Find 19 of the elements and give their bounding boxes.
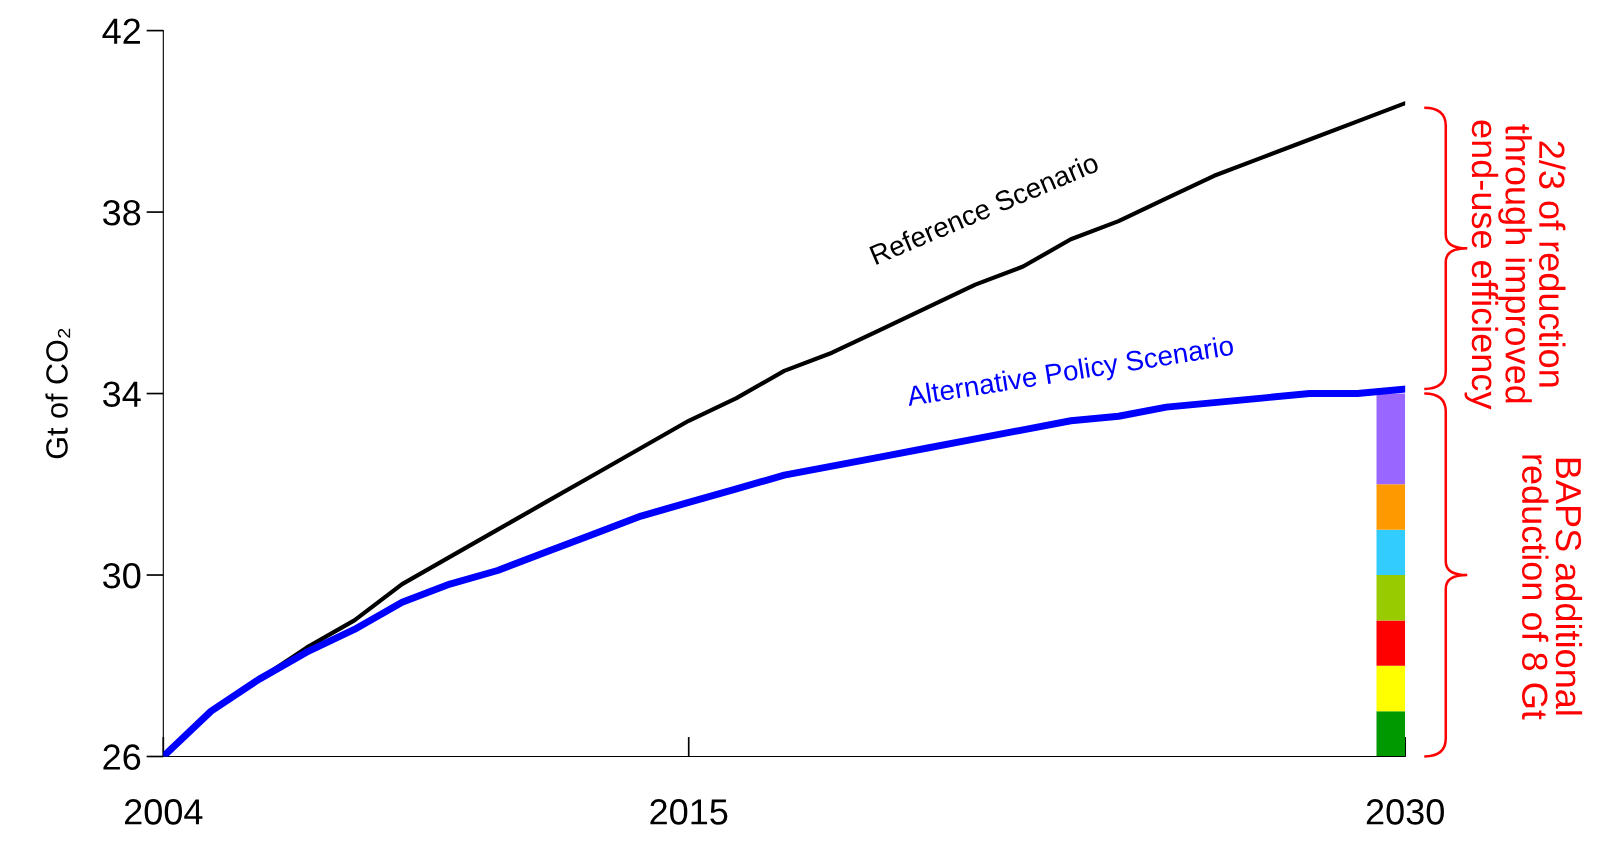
y-tick-label: 30 xyxy=(103,562,141,589)
bar xyxy=(1376,575,1406,621)
bar xyxy=(1376,484,1406,530)
bar xyxy=(1376,620,1406,666)
x-tick-label: 2004 xyxy=(124,799,203,825)
y-tick-label: 26 xyxy=(103,744,141,770)
y-axis-title: Gt of CO₂ xyxy=(45,328,71,459)
x-tick-label: 2030 xyxy=(1366,799,1444,825)
bar xyxy=(1376,665,1406,712)
y-tick-label: 38 xyxy=(103,199,141,226)
text: BAPS additional reduction of 8 Gt xyxy=(1521,455,1583,720)
y-tick-label: 42 xyxy=(102,18,140,44)
text: Alternative Policy Scenario xyxy=(905,334,1235,412)
y-tick-label: 34 xyxy=(103,381,141,407)
bar xyxy=(1376,711,1406,757)
x-tick-label: 2015 xyxy=(650,799,728,825)
text: 2/3 of reduction through improved end-use efficiency xyxy=(1464,120,1566,410)
bar xyxy=(1376,529,1406,576)
bar xyxy=(1376,393,1406,485)
